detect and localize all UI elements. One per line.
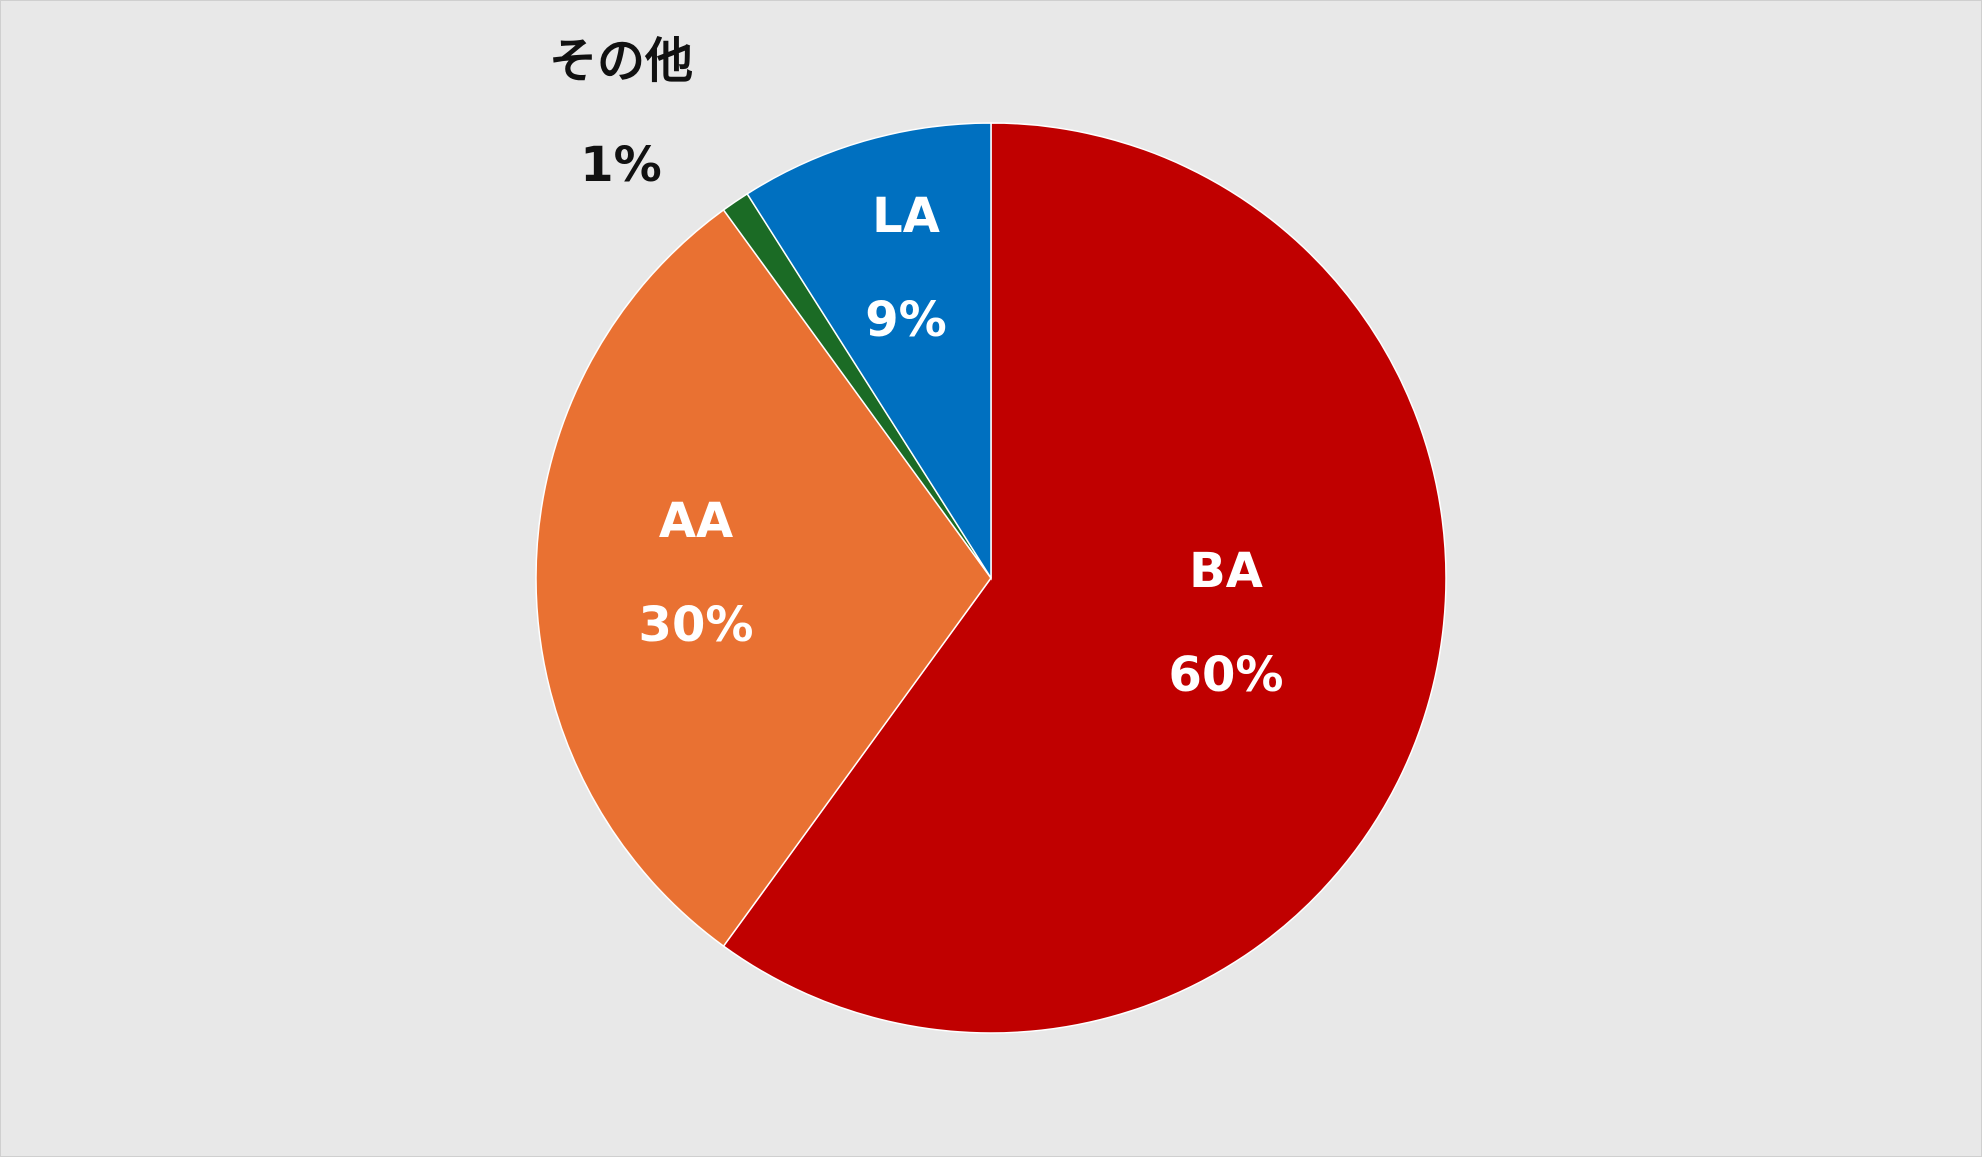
pie-slice-0 xyxy=(722,122,1447,1034)
slice-value-label-1: 30% xyxy=(639,597,754,653)
slice-value-label-3: 9% xyxy=(865,292,947,348)
pie-slice-3 xyxy=(746,122,992,581)
slice-label-0: BA xyxy=(1189,543,1263,599)
pie-slice-1 xyxy=(535,208,992,948)
slice-label-1: AA xyxy=(659,493,733,549)
slice-label-2: その他 xyxy=(549,33,693,89)
slice-value-label-0: 60% xyxy=(1169,647,1284,703)
slice-value-label-2: 1% xyxy=(580,137,662,193)
slice-label-3: LA xyxy=(872,188,940,244)
